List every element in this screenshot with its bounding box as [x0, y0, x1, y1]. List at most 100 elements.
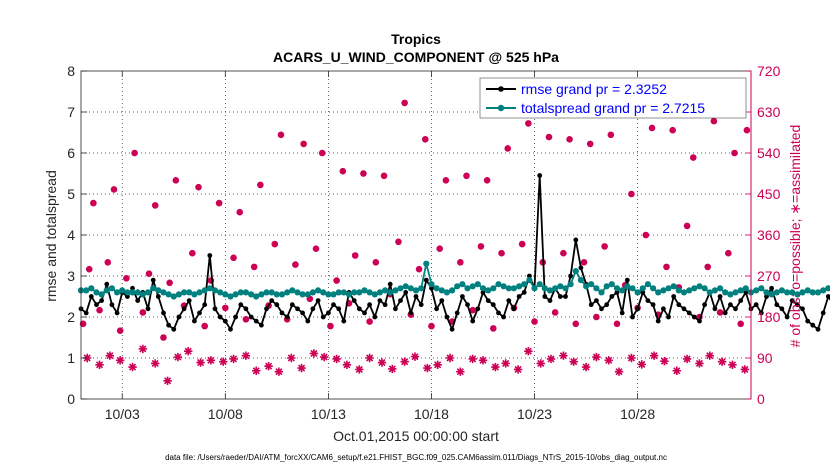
rmse-point [496, 310, 501, 316]
rmse-point [192, 318, 197, 324]
assimilated-obs-point [445, 353, 455, 363]
rmse-point [501, 314, 506, 320]
rmse-point [310, 306, 316, 312]
totalspread-point [428, 281, 435, 288]
possible-obs-point [166, 279, 173, 287]
y-tick-label-left: 8 [67, 63, 75, 79]
assimilated-obs-point [196, 358, 205, 367]
rmse-point [145, 306, 151, 312]
assimilated-obs-series [82, 344, 750, 385]
y-axis-label-left: rmse and totalspread [43, 170, 59, 302]
assimilated-obs-point [241, 351, 251, 360]
rmse-point [248, 314, 254, 320]
rmse-point [635, 306, 640, 312]
totalspread-point [93, 289, 100, 296]
possible-obs-point [131, 149, 138, 157]
totalspread-point [438, 287, 445, 294]
totalspread-point [546, 287, 554, 294]
assimilated-obs-point [219, 357, 228, 366]
rmse-point [800, 306, 805, 312]
possible-obs-point [743, 126, 751, 134]
rmse-point [454, 310, 460, 316]
rmse-point [604, 302, 610, 308]
totalspread-point [315, 287, 322, 294]
rmse-point [109, 302, 115, 308]
rmse-point [666, 314, 671, 320]
rmse-point [444, 314, 450, 320]
possible-obs-point [477, 243, 485, 250]
possible-obs-point [195, 183, 202, 191]
rmse-point [511, 306, 517, 312]
totalspread-point [114, 289, 121, 296]
totalspread-point [567, 281, 574, 288]
legend-rmse-marker [498, 86, 504, 92]
possible-obs-point [531, 318, 538, 325]
possible-obs-point [85, 265, 93, 273]
x-tick-label: 10/18 [414, 406, 449, 422]
rmse-point [279, 310, 285, 316]
assimilated-obs-point [524, 346, 533, 356]
totalspread-point [479, 285, 487, 292]
rmse-point [712, 306, 718, 312]
y-tick-label-right: 450 [757, 186, 781, 202]
rmse-point [697, 318, 702, 324]
rmse-point [506, 298, 512, 303]
rmse-point [578, 265, 584, 271]
possible-obs-point [145, 270, 153, 278]
totalspread-point [562, 285, 569, 292]
totalspread-point [629, 285, 636, 292]
rmse-point [362, 310, 367, 316]
totalspread-point [222, 291, 229, 298]
plot-background [81, 71, 751, 399]
totalspread-point [650, 285, 657, 292]
rmse-point [320, 314, 326, 320]
rmse-point [295, 306, 300, 312]
rmse-point [99, 298, 104, 303]
rmse-point [795, 302, 800, 308]
possible-obs-point [683, 222, 691, 230]
totalspread-point [804, 287, 811, 294]
totalspread-point [98, 291, 105, 298]
assimilated-obs-point [95, 360, 104, 370]
rmse-point [650, 302, 656, 308]
y-tick-label-left: 1 [67, 350, 75, 366]
possible-obs-point [566, 136, 573, 143]
possible-obs-point [593, 313, 600, 321]
totalspread-point [459, 281, 466, 288]
possible-obs-point [560, 249, 567, 257]
rmse-point [197, 310, 202, 316]
totalspread-point [155, 287, 162, 294]
rmse-point [702, 302, 707, 308]
assimilated-obs-point [138, 344, 148, 354]
possible-obs-point [710, 117, 718, 125]
totalspread-point [701, 285, 708, 292]
possible-obs-point [372, 259, 380, 266]
rmse-point [243, 306, 249, 312]
y-tick-label-left: 3 [67, 268, 75, 284]
totalspread-point [361, 287, 368, 294]
totalspread-point [608, 281, 615, 288]
assimilated-obs-point [252, 366, 261, 375]
totalspread-point [170, 293, 177, 300]
rmse-point [557, 294, 563, 299]
axes: 10/03 10/08 10/13 10/18 10/23 10/28 0 1 2 3 4 5 6 7 8 0… [67, 63, 780, 422]
rmse-point [681, 306, 687, 312]
assimilated-obs-point [604, 356, 613, 365]
assimilated-obs-point [355, 365, 364, 374]
rmse-point [356, 306, 362, 312]
rmse-point [372, 314, 378, 320]
totalspread-point [83, 287, 90, 294]
totalspread-point [289, 287, 296, 294]
assimilated-obs-point [695, 359, 704, 368]
y-tick-label-right: 540 [757, 145, 781, 161]
totalspread-point [124, 289, 131, 296]
assimilated-obs-point [740, 365, 750, 374]
rmse-point [439, 298, 445, 303]
rmse-point [789, 298, 795, 303]
assimilated-obs-point [468, 354, 477, 364]
rmse-point [181, 306, 187, 312]
totalspread-point [768, 291, 775, 298]
totalspread-point [335, 289, 342, 296]
possible-obs-point [318, 149, 326, 157]
rmse-point [305, 318, 311, 324]
